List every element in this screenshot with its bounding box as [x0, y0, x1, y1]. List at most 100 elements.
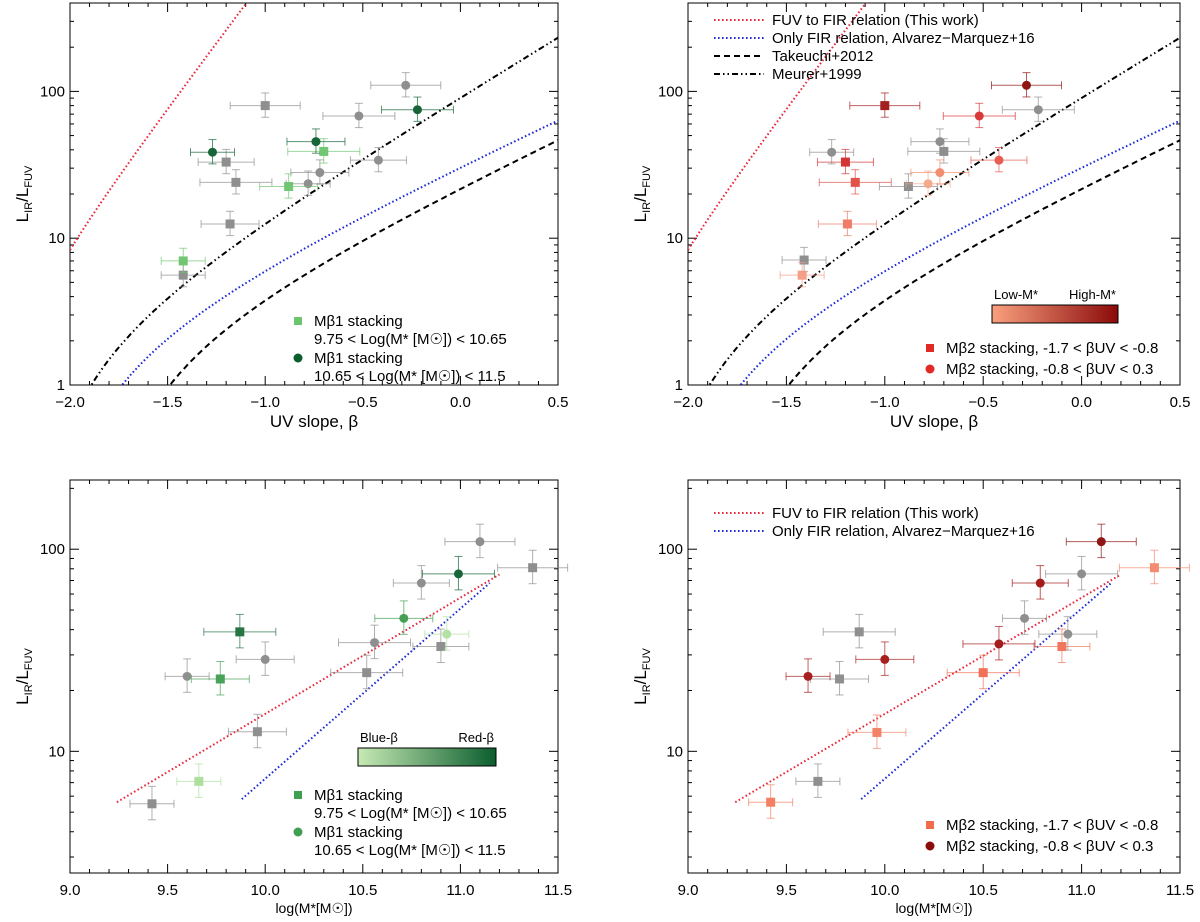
data-point-group [444, 523, 516, 559]
legend-label: Mβ2 stacking, -0.8 < βUV < 0.3 [946, 361, 1153, 378]
y-tick-label: 10 [666, 230, 683, 247]
square-marker [880, 101, 890, 111]
y-label-sub-fuv: FUV [23, 165, 35, 188]
data-point-group [227, 713, 287, 749]
x-tick-label: 0.0 [450, 394, 471, 411]
square-marker [436, 642, 446, 652]
data-points [748, 523, 1190, 819]
data-point-group [370, 72, 442, 98]
data-point-group [412, 628, 470, 664]
x-tick-label: 0.5 [548, 394, 569, 411]
circle-marker [399, 613, 409, 623]
circle-marker [880, 654, 890, 664]
data-point-group [229, 92, 301, 118]
data-point-group [330, 654, 404, 690]
legend-label-range: 10.65 < Log(M* [M☉]) < 11.5 [314, 842, 506, 859]
x-tick-label: −0.5 [348, 394, 378, 411]
data-point-group [160, 247, 206, 274]
x-axis-label: UV slope, β [890, 412, 978, 431]
circle-marker [1020, 613, 1030, 623]
data-point-group [1011, 565, 1069, 600]
red-dotted-relation-line [734, 573, 1122, 804]
x-tick-label: −0.5 [968, 394, 998, 411]
x-axis-label: log(M*[M☉]) [275, 900, 352, 916]
square-marker [528, 563, 538, 573]
top-legend: FUV to FIR relation (This work)Only FIR … [714, 505, 1035, 540]
data-point-group [285, 170, 331, 196]
square-marker [797, 270, 807, 280]
red-dotted-relation-line [116, 573, 500, 804]
data-point-group [1038, 616, 1098, 651]
y-tick-label: 1 [675, 377, 683, 394]
x-tick-label: 10.0 [870, 882, 899, 899]
y-label-mid: /L [631, 670, 650, 684]
colorbar-ramp [357, 747, 497, 767]
square-marker [225, 219, 235, 229]
square-marker [978, 668, 988, 678]
data-point-group [795, 763, 841, 798]
top-legend-label: FUV to FIR relation (This work) [772, 505, 979, 522]
data-point-group [129, 785, 175, 821]
data-point-group [189, 139, 235, 165]
data-point-group [849, 92, 921, 118]
x-tick-label: 9.0 [678, 882, 699, 899]
data-point-group [818, 169, 892, 195]
data-point-group [200, 210, 260, 237]
square-marker [284, 181, 294, 191]
blue-dotted-relation-line [241, 582, 491, 800]
circle-marker [935, 137, 945, 147]
square-marker [221, 157, 231, 167]
colorbar: Blue-β Red-β [357, 730, 497, 767]
x-tick-label: 0.5 [1170, 394, 1191, 411]
data-points [160, 72, 454, 288]
y-axis-label: LIR/LFUV [13, 165, 35, 222]
x-tick-label: −1.0 [870, 394, 900, 411]
circle-marker [303, 179, 313, 189]
circle-marker [373, 155, 383, 165]
circle-marker [923, 179, 933, 189]
data-point-group [785, 658, 831, 693]
square-marker [362, 668, 372, 678]
data-point-group [1002, 600, 1048, 635]
y-axis-label: LIR/LFUV [631, 165, 653, 222]
square-marker [903, 181, 913, 191]
circle-marker [442, 629, 452, 639]
legend-label: Mβ2 stacking, -1.7 < βUV < -0.8 [946, 340, 1158, 357]
x-tick-label: 11.0 [1068, 882, 1096, 899]
square-marker [252, 727, 262, 737]
data-point-group [809, 139, 855, 165]
colorbar-high-label: Red-β [458, 730, 494, 745]
data-point-group [380, 96, 454, 122]
square-marker [840, 157, 850, 167]
x-tick-label: 11.5 [1166, 882, 1194, 899]
data-point-group [259, 173, 319, 199]
data-point-group [990, 72, 1062, 98]
circle-marker [412, 105, 422, 115]
x-tick-label: −1.5 [153, 394, 183, 411]
circle-marker [311, 137, 321, 147]
circle-marker [1077, 569, 1087, 579]
circle-marker [182, 671, 192, 681]
square-marker [147, 799, 157, 809]
data-point-group [421, 555, 495, 591]
x-tick-label: 0.0 [1071, 394, 1092, 411]
legend-circle-marker [925, 841, 935, 851]
legend-label: Mβ1 stacking [314, 350, 403, 367]
y-axis-label: LIR/LFUV [13, 648, 35, 705]
relation-curves [688, 3, 1180, 385]
data-points [779, 72, 1075, 288]
data-point-group [748, 784, 794, 819]
x-tick-label: 9.5 [157, 882, 178, 899]
circle-marker [453, 569, 463, 579]
y-tick-label: 100 [40, 83, 65, 100]
data-point-group [946, 654, 1020, 690]
y-label-sub-fuv: FUV [641, 165, 653, 188]
circle-marker [354, 111, 364, 121]
y-label-main: L [13, 695, 32, 704]
y-tick-label: 100 [658, 541, 683, 558]
data-point-group [970, 146, 1028, 173]
top-legend-label: Takeuchi+2012 [772, 48, 873, 65]
x-axis-label: log(M*[M☉]) [895, 900, 972, 916]
circle-marker [416, 578, 426, 588]
